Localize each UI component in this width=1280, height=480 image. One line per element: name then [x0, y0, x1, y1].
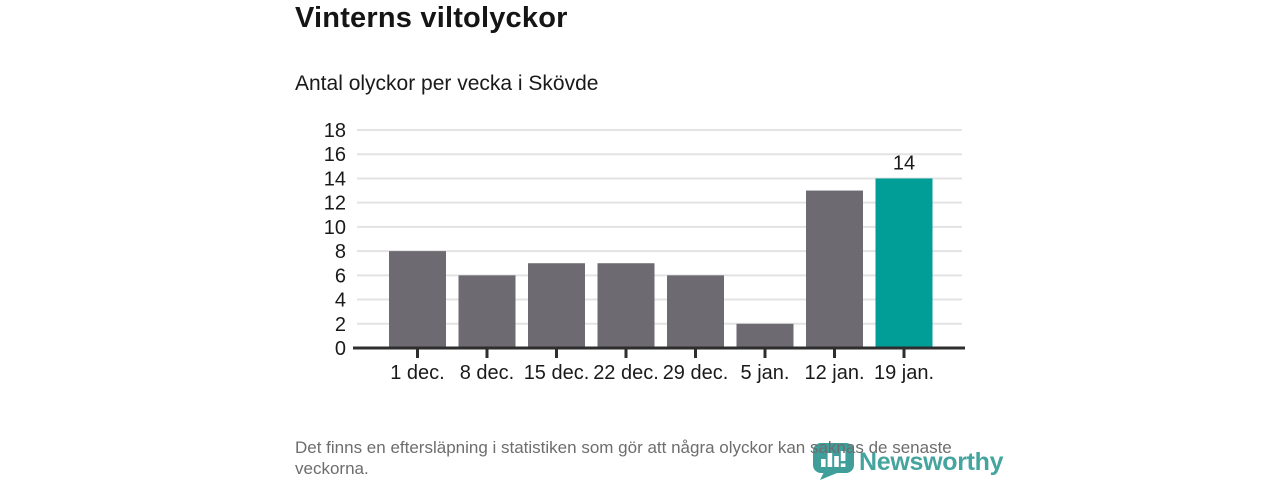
bar-highlighted [875, 178, 933, 348]
bar [458, 275, 516, 348]
y-axis-tick-label: 0 [335, 338, 346, 360]
bar [806, 190, 863, 348]
newsworthy-wordmark: Newsworthy [859, 448, 1004, 476]
x-axis-tick-label: 8 dec. [460, 362, 514, 384]
bar [389, 251, 446, 348]
y-axis-tick-label: 8 [335, 241, 346, 263]
x-axis-tick-label: 29 dec. [663, 362, 729, 384]
x-axis-tick-label: 22 dec. [593, 362, 659, 384]
x-axis-tick-label: 1 dec. [390, 362, 444, 384]
y-axis-tick-label: 2 [335, 314, 346, 336]
chart-subtitle: Antal olyckor per vecka i Skövde [295, 72, 599, 95]
x-axis-tick-label: 5 jan. [741, 362, 790, 384]
newsworthy-bubble-barchart-icon [813, 443, 854, 480]
y-axis-tick-label: 6 [335, 265, 346, 287]
y-axis-tick-label: 10 [324, 217, 346, 239]
bar-chart: 0 2 4 6 8 10 12 14 16 18 1 dec. 8 dec. 15 dec. 22 dec… [295, 118, 985, 393]
logo-exclamation-stem [840, 451, 846, 461]
y-axis-tick-label: 14 [324, 168, 346, 190]
x-axis-tick-label: 19 jan. [874, 362, 934, 384]
logo-bar-short [821, 459, 826, 467]
bar [597, 263, 655, 348]
y-axis-tick-label: 18 [324, 120, 346, 142]
chart-title: Vinterns viltolyckor [295, 2, 568, 34]
y-axis-tick-label: 16 [324, 144, 346, 166]
newsworthy-logo: Newsworthy [813, 443, 1004, 480]
bar [667, 275, 724, 348]
y-axis-tick-label: 4 [335, 290, 346, 312]
logo-bar-medium [834, 456, 839, 467]
x-axis-tick-label: 15 dec. [524, 362, 590, 384]
bar [736, 323, 794, 348]
logo-bar-tall [827, 453, 833, 467]
bar-value-label: 14 [893, 152, 915, 174]
x-axis-tick-label: 12 jan. [804, 362, 864, 384]
bar [528, 263, 585, 348]
logo-exclamation-dot [840, 463, 846, 467]
y-axis-tick-label: 12 [324, 193, 346, 215]
footnote: Det finns en eftersläpning i statistiken… [295, 438, 952, 478]
